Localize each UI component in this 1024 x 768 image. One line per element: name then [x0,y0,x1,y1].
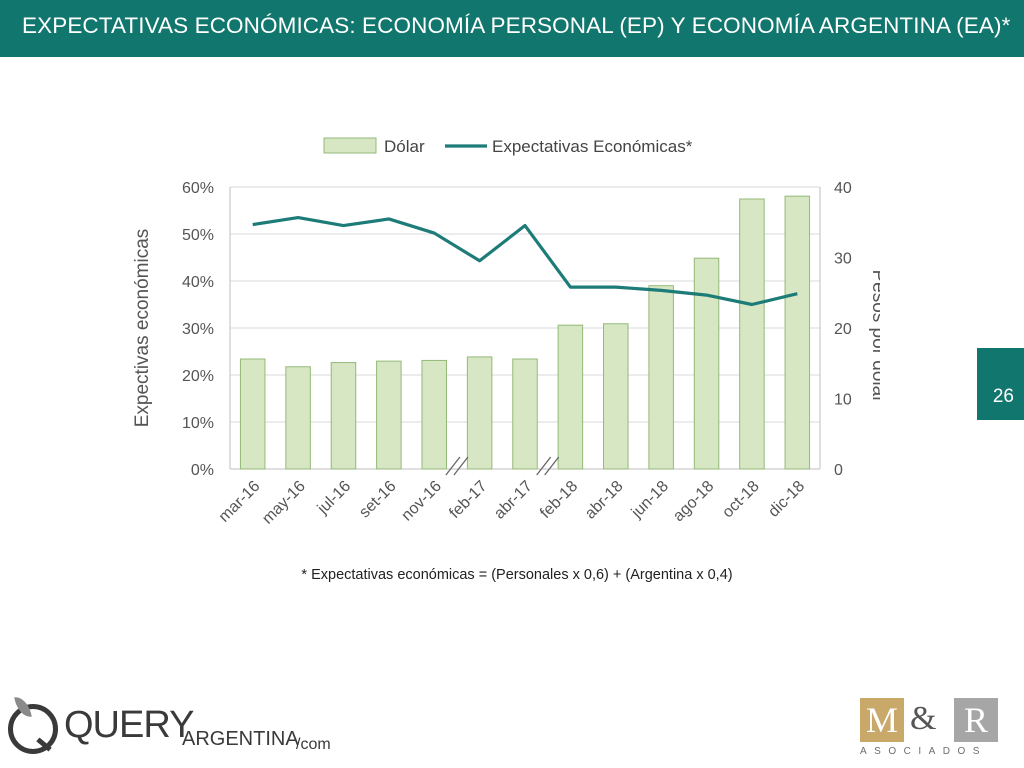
bar-dolar [693,257,720,470]
bar-dolar [648,285,674,470]
bar-dolar [421,359,447,470]
bar-dolar [376,360,402,470]
y2-axis-title: Pesos por dólar [868,269,880,403]
y-tick-label: 40% [182,274,214,291]
legend-label-dolar: Dólar [384,137,425,156]
logo-ampersand: & [910,700,937,737]
x-tick-label: ago-18 [670,478,717,525]
bar-dolar [739,198,765,470]
legend-label-expectativas: Expectativas Económicas* [492,137,693,156]
bar-dolar [466,356,493,470]
axis-break-mark [445,456,461,476]
axis-break-mark [453,456,469,476]
bar-dolar [239,358,266,470]
y2-tick-label: 20 [834,321,852,338]
x-tick-label: set-16 [356,478,400,522]
logo-r: R [954,698,998,742]
dollar-expectations-chart: 0% 10% 20% 30% 40% 50% 60% 0 10 20 30 40 mar-16may-1… [132,137,880,528]
logo-q-ring [8,704,58,754]
y2-tick-label: 0 [834,462,843,479]
mr-asociados-logo: M & R ASOCIADOS [860,698,1010,762]
x-tick-label: jun-18 [628,478,672,522]
logo-text-query: QUERY [64,704,194,746]
slide-title: EXPECTATIVAS ECONÓMICAS: ECONOMÍA PERSON… [22,13,1011,38]
x-tick-label: abr-18 [582,478,627,523]
footnote: * Expectativas económicas = (Personales … [301,567,733,583]
logo-text-com: /com [296,736,331,753]
x-tick-label: may-16 [259,478,309,528]
bar-dolar [512,358,538,470]
y2-tick-label: 40 [834,180,852,197]
bar-dolar [285,366,311,470]
x-tick-label: feb-17 [446,478,490,522]
logo-asociados: ASOCIADOS [860,746,987,757]
y-tick-label: 30% [182,321,214,338]
bar-dolar [557,324,584,470]
x-tick-label: dic-18 [765,478,808,521]
page-number: 26 [992,386,1014,407]
legend-swatch-dolar [323,137,377,154]
bar-dolar [603,323,629,470]
y-tick-label: 60% [182,180,214,197]
x-tick-label: mar-16 [216,478,264,526]
query-argentina-logo: QUERY ARGENTINA /com [6,694,336,760]
y-axis-title: Expectivas económicas [132,229,153,428]
y-tick-label: 20% [182,368,214,385]
y2-tick-label: 30 [834,251,852,268]
x-tick-label: feb-18 [537,478,581,522]
axis-break-mark [544,456,560,476]
x-tick-label: abr-17 [491,478,536,523]
y-tick-label: 50% [182,227,214,244]
y-tick-label: 0% [191,462,214,479]
header-bar: EXPECTATIVAS ECONÓMICAS: ECONOMÍA PERSON… [0,0,1024,57]
bar-dolar [784,195,811,470]
x-tick-label: nov-16 [398,478,445,525]
bar-dolar [330,362,357,470]
page-number-tab: 26 [977,348,1024,420]
y-tick-label: 10% [182,415,214,432]
axis-break-mark [536,456,552,476]
y2-tick-label: 10 [834,392,852,409]
x-tick-label: oct-18 [719,478,763,522]
logo-m: M [860,698,904,742]
logo-text-argentina: ARGENTINA [182,728,299,750]
line-expectativas [252,215,798,307]
x-tick-label: jul-16 [314,478,354,518]
